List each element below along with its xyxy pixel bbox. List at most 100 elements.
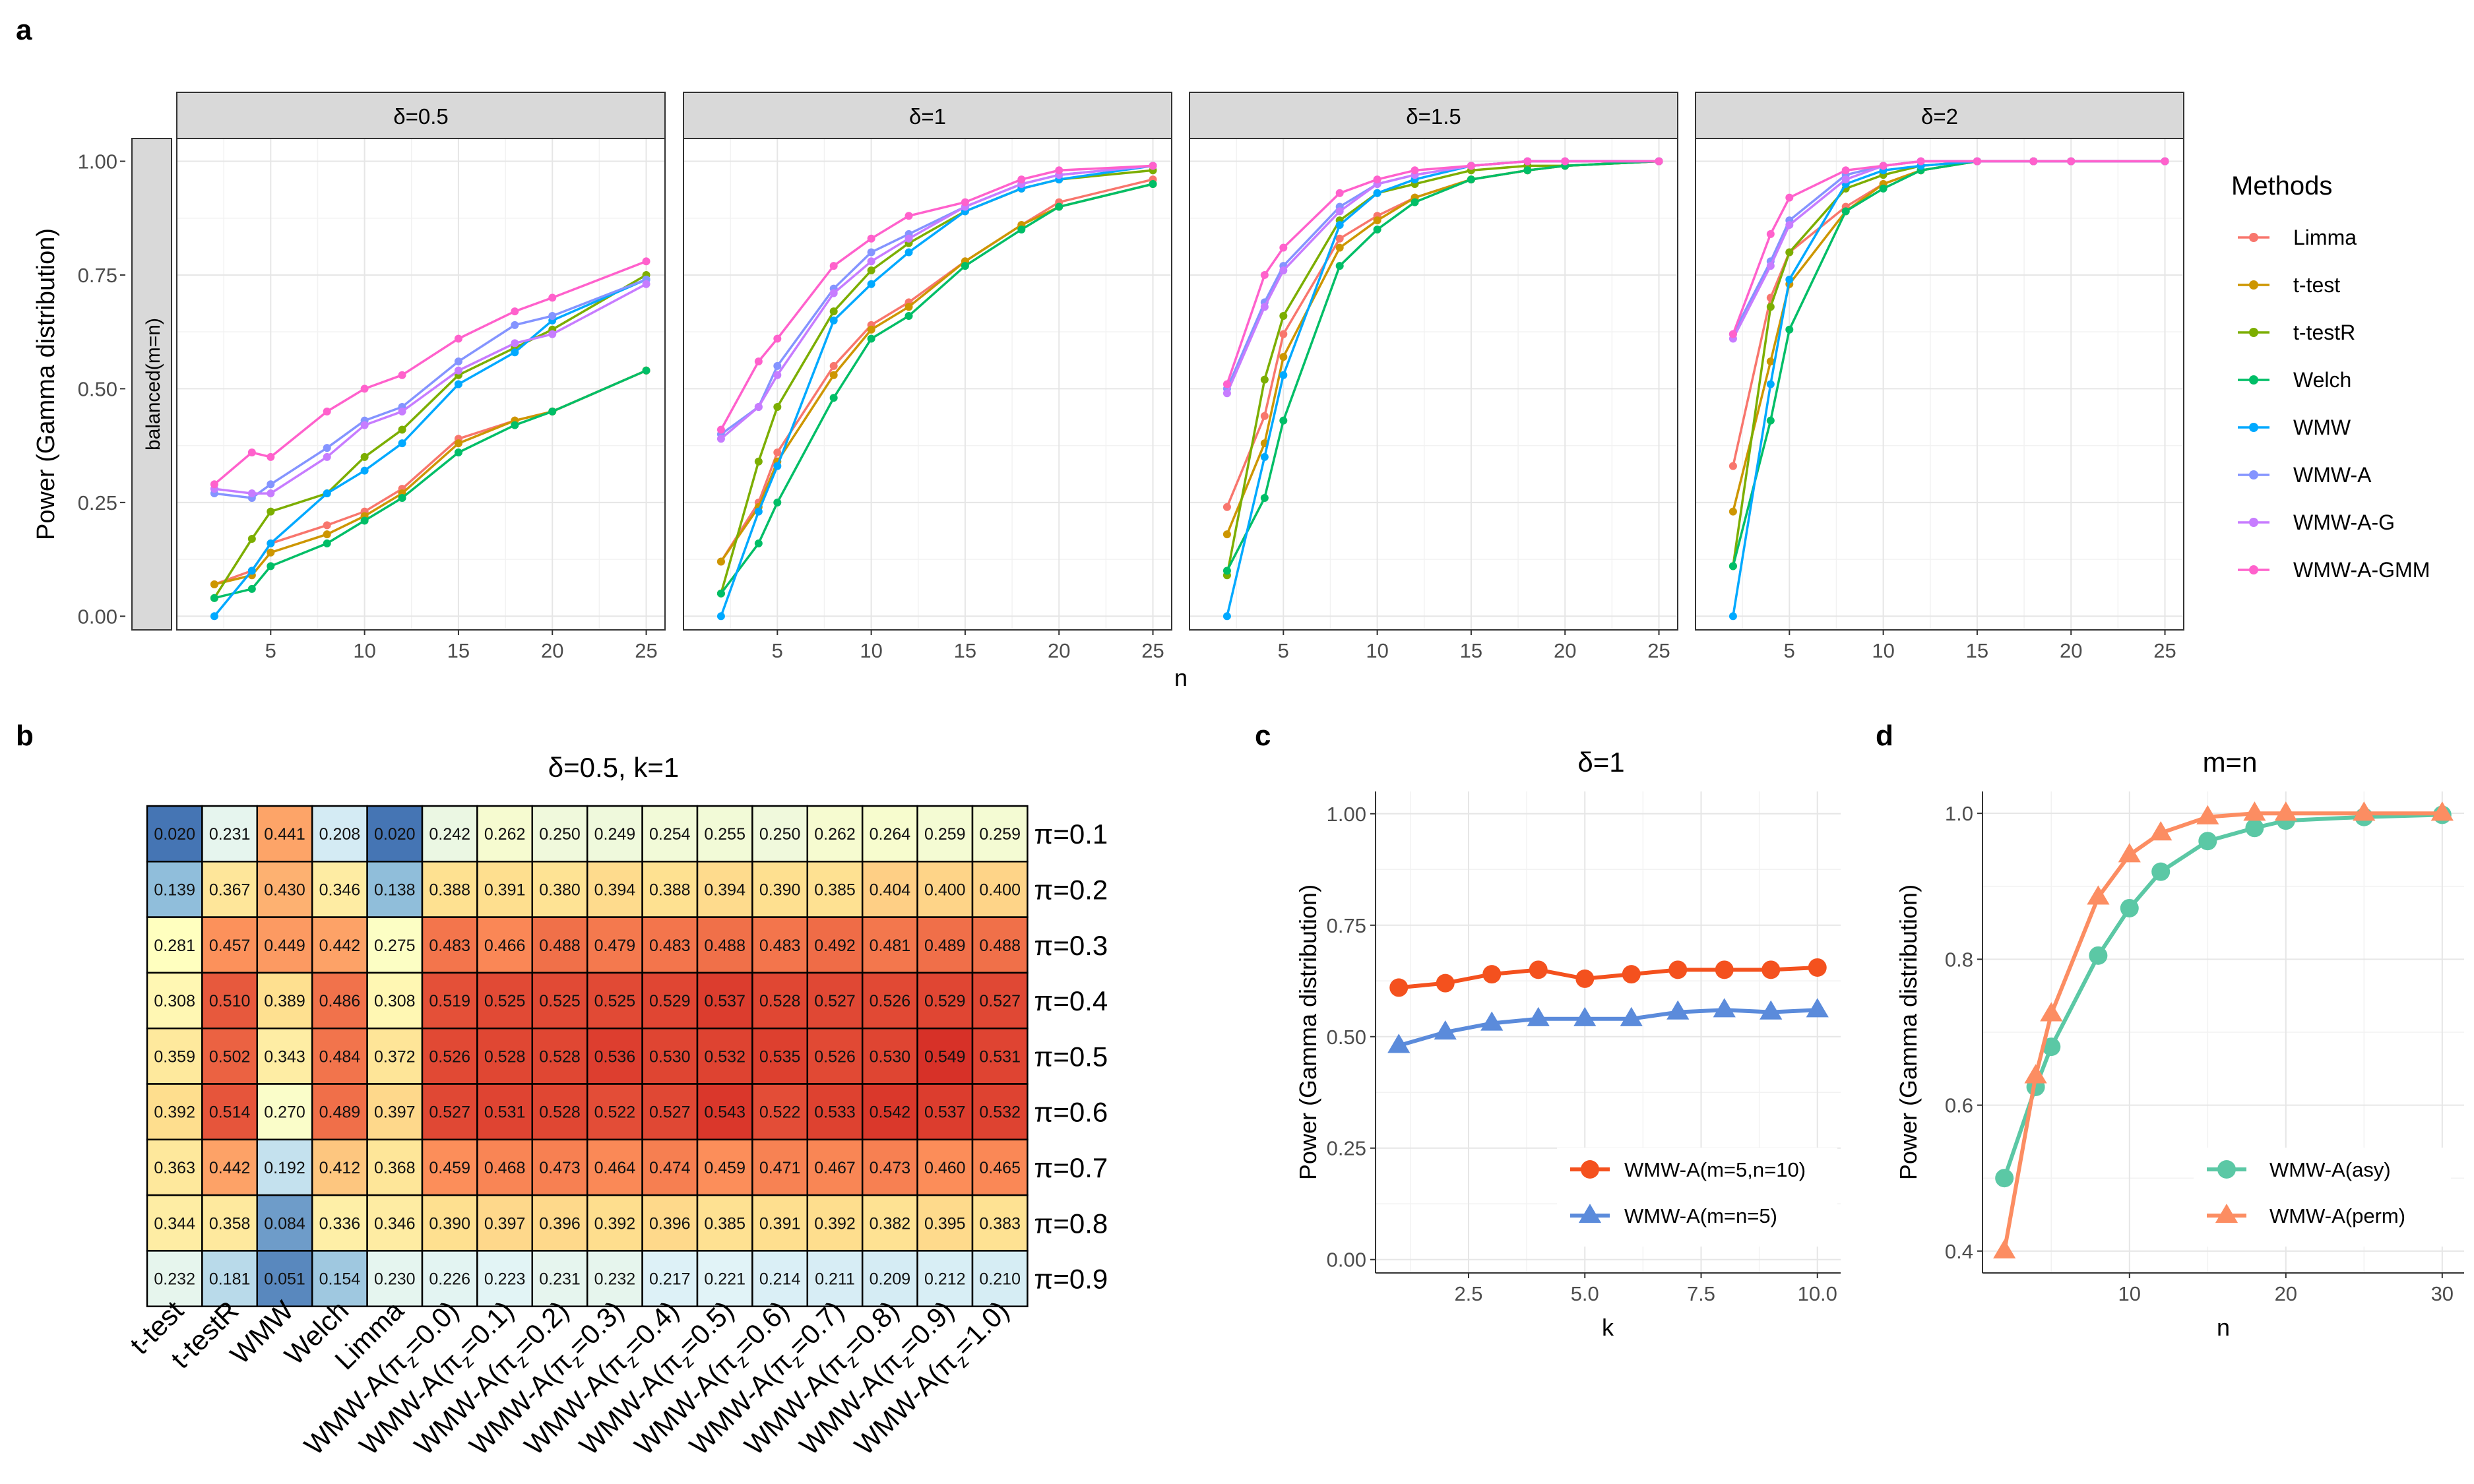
legend-key-point [2249,280,2258,290]
y-tick-label: 0.00 [78,605,117,628]
heatmap-cell [201,1027,259,1085]
heatmap-cell [586,972,643,1030]
heatmap-cell [476,916,534,974]
heatmap-cell [971,861,1029,918]
data-point [1222,503,1231,511]
y-tick-label: 1.0 [1945,802,1973,825]
plot-border [1695,138,2184,631]
heatmap-cell [971,1194,1029,1252]
data-point [2120,898,2139,917]
facet-row-strip-label: balanced(m=n) [143,318,164,450]
data-point [1467,175,1475,184]
cell-value: 0.358 [209,1214,251,1233]
heatmap-cell [586,1194,643,1252]
data-point [1482,965,1502,984]
x-tick-label: 30 [2431,1282,2454,1305]
cell-value: 0.473 [870,1159,911,1177]
data-point [323,407,331,416]
cell-value: 0.308 [154,992,195,1010]
cell-value: 0.542 [870,1103,911,1122]
x-tick-label: 25 [2153,639,2176,662]
cell-value: 0.466 [484,937,526,955]
facet-strip-label: δ=2 [1921,104,1958,129]
x-tick-label: 20 [1048,639,1070,662]
cell-value: 0.510 [209,992,251,1010]
x-tick-label: 10 [353,639,375,662]
data-point [267,489,275,498]
cell-value: 0.250 [539,825,581,844]
data-point [1335,207,1344,216]
cell-value: 0.489 [924,937,966,955]
data-point [398,407,406,416]
data-point [267,480,275,489]
data-point [398,493,406,502]
data-point [829,307,838,316]
cell-value: 0.400 [924,881,966,899]
data-point [1279,266,1288,275]
x-tick-label: 25 [635,639,657,662]
heatmap-cell [366,1027,424,1085]
series-line [720,178,1153,563]
heatmap-cell [641,1250,699,1307]
x-tick-label: 20 [2275,1282,2297,1305]
cell-value: 0.020 [154,825,195,844]
data-point [1973,157,1981,166]
cell-value: 0.281 [154,937,195,955]
x-tick-label: 15 [954,639,976,662]
series-line [213,278,647,617]
data-point [829,262,838,270]
data-point [1995,1169,2014,1188]
row-label: π=0.9 [1034,1264,1108,1295]
cell-value: 0.530 [649,1047,691,1066]
data-point [829,289,838,297]
data-point [323,444,331,452]
series-line [1732,160,2165,335]
cell-value: 0.474 [649,1159,691,1177]
cell-value: 0.391 [759,1214,801,1233]
data-point [360,516,369,525]
data-point [773,498,782,507]
cell-value: 0.343 [264,1047,305,1066]
data-point [1993,1239,2016,1258]
legend-key-point [2249,375,2258,385]
legend-label: Limma [2293,226,2357,249]
heatmap-cell [916,861,974,918]
series-line [214,369,647,600]
x-tick-label: 20 [541,639,563,662]
data-point [1527,1006,1550,1026]
cell-value: 0.363 [154,1159,195,1177]
data-point [2042,1037,2061,1057]
y-axis-title: Power (Gamma distribution) [32,228,60,540]
data-point [1149,162,1157,170]
data-point [1841,207,1850,216]
data-point [2196,805,2219,824]
cell-value: 0.471 [759,1159,801,1177]
data-point [1260,375,1269,384]
cell-value: 0.527 [814,992,856,1010]
data-point [1387,1034,1411,1053]
cell-value: 0.367 [209,881,251,899]
data-point [1785,193,1794,202]
heatmap-cell [146,1194,203,1252]
series-line [2002,813,2442,1179]
data-point [1766,303,1775,311]
cell-value: 0.262 [814,825,856,844]
data-point [323,539,331,547]
data-point [829,394,838,402]
heatmap-cell [751,805,809,863]
series-line [720,183,1153,594]
legend-label: Welch [2293,368,2351,392]
cell-value: 0.255 [704,825,745,844]
cell-value: 0.382 [870,1214,911,1233]
legend-label: WMW [2293,416,2351,439]
heatmap-cell [256,1027,313,1085]
data-point [511,321,519,329]
cell-value: 0.522 [594,1103,636,1122]
data-point [867,234,875,243]
cell-value: 0.404 [870,881,911,899]
series-line [720,164,1153,431]
heatmap-cell [146,805,203,863]
x-tick-label: 10 [1872,639,1894,662]
legend-key-point [2249,233,2258,242]
data-point [1879,184,1887,193]
